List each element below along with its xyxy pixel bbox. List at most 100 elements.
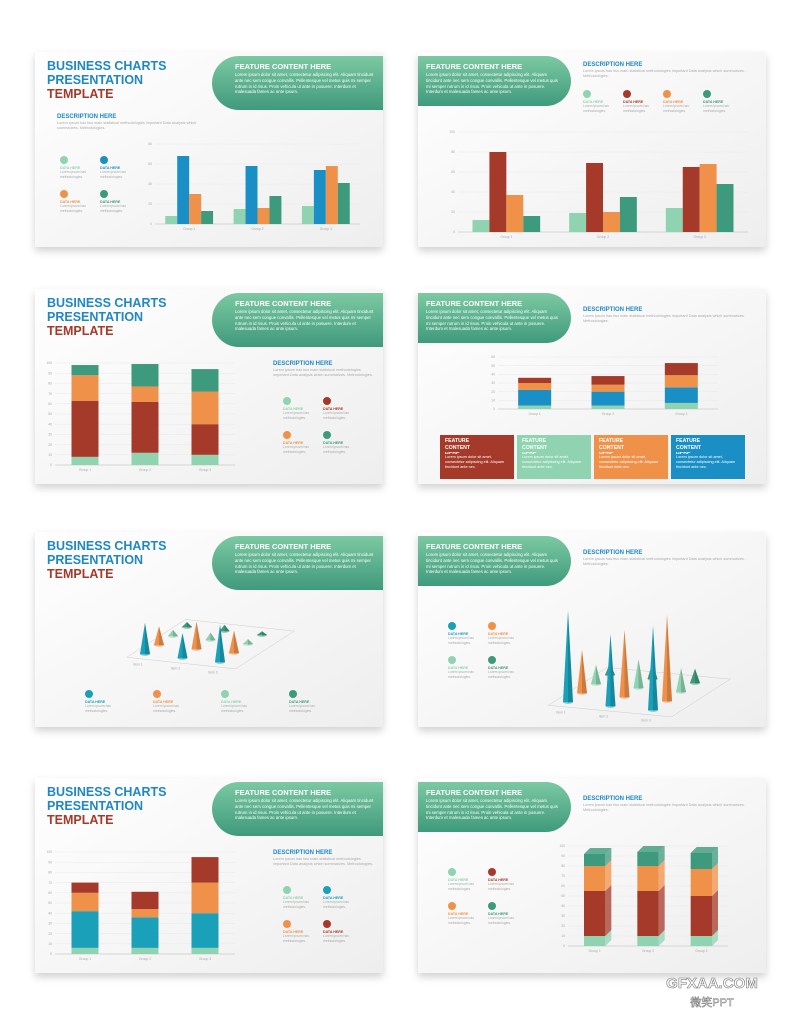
bar bbox=[489, 152, 507, 232]
box-body-box: Lorem ipsum dolor sit amet, consectetur … bbox=[445, 455, 504, 469]
box-heading-box: FEATURE CONTENT HERE bbox=[676, 438, 701, 454]
y-tick-label: 0 bbox=[150, 222, 152, 226]
watermark-site: GFXAA.COM bbox=[666, 975, 758, 992]
y-tick-label: 30 bbox=[561, 914, 565, 918]
y-tick-label: 70 bbox=[48, 881, 52, 885]
cone bbox=[140, 622, 150, 654]
cone-shade bbox=[262, 631, 267, 636]
y-tick-label: 100 bbox=[46, 361, 52, 365]
bar-segment bbox=[690, 896, 712, 936]
description-body: Lorem ipsum has two main statistical met… bbox=[583, 69, 745, 79]
box-body: Lorem ipsum dolor sit amet, consectetur … bbox=[522, 455, 582, 470]
feature-pill bbox=[212, 782, 383, 836]
legend-text-box: Lorem ipsum has methodologies. bbox=[488, 636, 514, 645]
bar bbox=[177, 156, 190, 224]
description-body: Lorem ipsum has two main statistical met… bbox=[57, 121, 197, 131]
cone bbox=[690, 668, 700, 683]
x-tick-label: Group 1 bbox=[500, 235, 512, 239]
slide-title: PRESENTATION bbox=[47, 553, 143, 567]
cone bbox=[648, 626, 658, 710]
legend-text: Lorem ipsum has methodologies. bbox=[703, 104, 730, 113]
slide-title: BUSINESS CHARTS bbox=[47, 539, 166, 553]
cone bbox=[577, 649, 587, 693]
legend-label: DATA HERE bbox=[488, 878, 509, 882]
cone-shade bbox=[173, 629, 178, 637]
legend-label: DATA HERE bbox=[448, 878, 469, 882]
legend-text: Lorem ipsum has methodologies. bbox=[283, 934, 310, 943]
legend-text-box: Lorem ipsum has methodologies. bbox=[488, 916, 514, 925]
y-tick-label: 40 bbox=[48, 422, 52, 426]
y-tick-label: 10 bbox=[561, 934, 565, 938]
bar-segment bbox=[637, 866, 659, 891]
cone-shade bbox=[681, 668, 686, 693]
legend-label: DATA HERE bbox=[488, 632, 509, 636]
bar bbox=[165, 216, 178, 224]
bar-segment bbox=[71, 400, 99, 457]
feature-body: Lorem ipsum dolor sit amet, consectetur … bbox=[235, 72, 374, 95]
cone bbox=[168, 629, 178, 636]
legend-dot bbox=[323, 886, 331, 894]
y-tick-label: 80 bbox=[148, 142, 152, 146]
bar-side bbox=[605, 848, 612, 866]
x-tick-label: Group 2 bbox=[602, 412, 614, 416]
feature-heading: FEATURE CONTENT HERE bbox=[235, 542, 331, 551]
description-body-box: Lorem ipsum has two main statistical met… bbox=[583, 803, 745, 812]
slide-title: PRESENTATION bbox=[47, 73, 143, 87]
x-tick-label: Group 3 bbox=[695, 949, 707, 953]
legend-text-box: Lorem ipsum has methodologies. bbox=[283, 900, 309, 909]
bar bbox=[269, 196, 282, 224]
feature-box bbox=[517, 435, 591, 479]
bar-segment bbox=[191, 424, 219, 455]
y-tick-label: 50 bbox=[491, 364, 495, 368]
bar-segment bbox=[518, 377, 552, 383]
description-body-box: Lorem ipsum has two main statistical met… bbox=[583, 314, 745, 323]
cone bbox=[662, 614, 672, 701]
y-tick-label: 50 bbox=[561, 894, 565, 898]
x-tick-label: Group 2 bbox=[251, 227, 263, 231]
cone bbox=[591, 664, 601, 684]
bar-side bbox=[605, 885, 612, 936]
feature-heading: FEATURE CONTENT HERE bbox=[235, 299, 331, 308]
cone-shade bbox=[159, 626, 164, 646]
legend-dot bbox=[448, 656, 456, 664]
cone-shade bbox=[610, 634, 616, 707]
legend-label: DATA HERE bbox=[283, 441, 304, 445]
feature-heading: FEATURE CONTENT HERE bbox=[235, 788, 331, 797]
feature-heading: FEATURE CONTENT HERE bbox=[426, 542, 522, 551]
legend-text: Lorem ipsum has methodologies. bbox=[100, 170, 127, 179]
legend-text: Lorem ipsum has methodologies. bbox=[153, 704, 180, 713]
y-tick-label: 30 bbox=[48, 922, 52, 926]
legend-text-box: Lorem ipsum has methodologies. bbox=[448, 882, 475, 891]
cone-shade bbox=[182, 633, 188, 659]
legend-text: Lorem ipsum has methodologies. bbox=[323, 411, 350, 420]
legend-label: DATA HERE bbox=[488, 912, 509, 916]
bar bbox=[189, 194, 202, 224]
x-tick-label: Group 1 bbox=[79, 957, 91, 961]
y-tick-label: 20 bbox=[48, 932, 52, 936]
feature-box bbox=[440, 435, 514, 479]
box-heading-box: FEATURE CONTENT HERE bbox=[522, 438, 547, 454]
legend-text: Lorem ipsum has methodologies. bbox=[448, 882, 475, 891]
bar-segment bbox=[584, 854, 606, 866]
bar-segment bbox=[71, 456, 99, 465]
legend-text-box: Lorem ipsum has methodologies. bbox=[488, 882, 514, 891]
feature-body: Lorem ipsum dolor sit amet, consectetur … bbox=[235, 309, 374, 332]
bar bbox=[716, 184, 734, 232]
legend-label: DATA HERE bbox=[283, 407, 304, 411]
bar-segment bbox=[191, 369, 219, 392]
feature-body-box: Lorem ipsum dolor sit amet, consectetur … bbox=[235, 309, 374, 332]
box-body-box: Lorem ipsum dolor sit amet, consectetur … bbox=[522, 455, 582, 470]
x-tick-label: Item 1 bbox=[556, 711, 566, 715]
legend-label: DATA HERE bbox=[488, 666, 509, 670]
bar bbox=[245, 166, 258, 224]
bar-segment bbox=[584, 891, 606, 936]
description-heading: DESCRIPTION HERE bbox=[57, 114, 116, 120]
legend-text-box: Lorem ipsum has methodologies. bbox=[448, 916, 474, 925]
legend-label: DATA HERE bbox=[100, 200, 121, 204]
cone-shade bbox=[196, 621, 202, 650]
feature-body: Lorem ipsum dolor sit amet, consectetur … bbox=[426, 309, 558, 332]
y-tick-label: 0 bbox=[50, 463, 52, 467]
